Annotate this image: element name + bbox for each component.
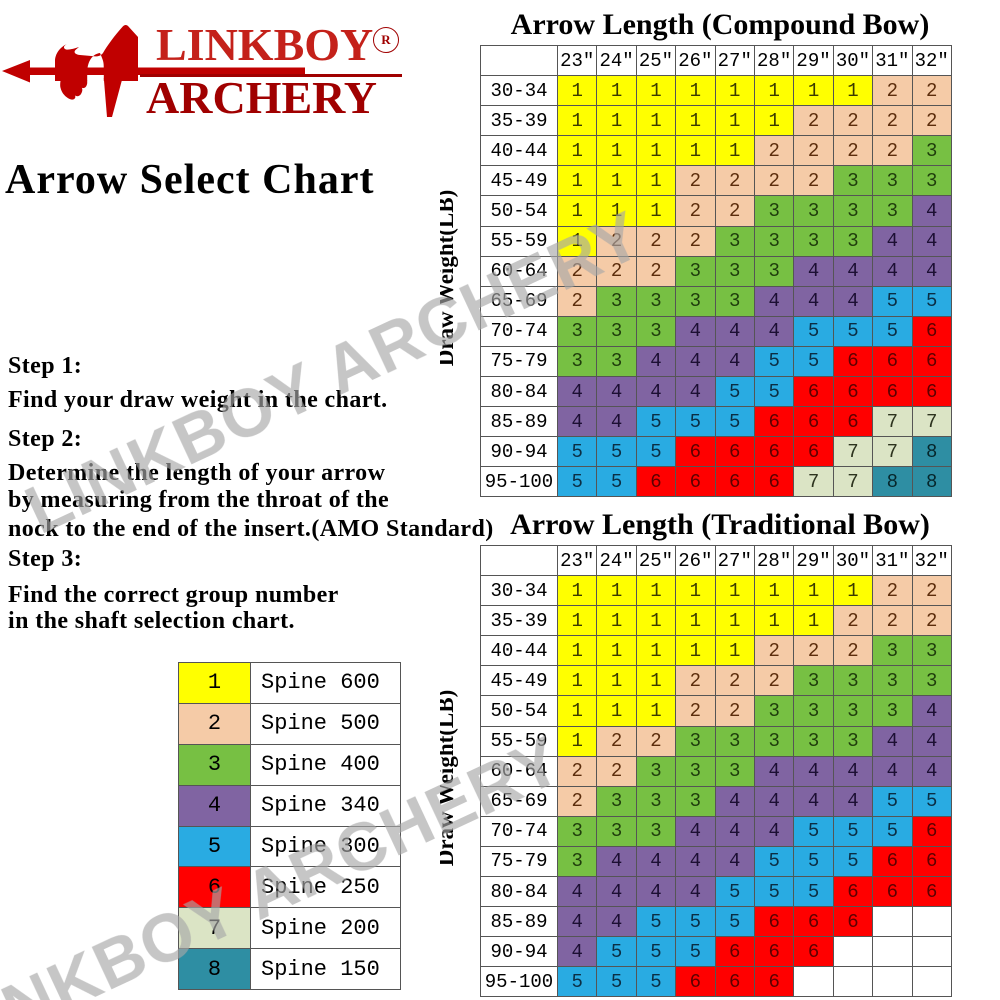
svg-text:Draw Weight(LB): Draw Weight(LB) <box>440 190 458 367</box>
svg-text:Draw Weight(LB): Draw Weight(LB) <box>440 690 458 867</box>
